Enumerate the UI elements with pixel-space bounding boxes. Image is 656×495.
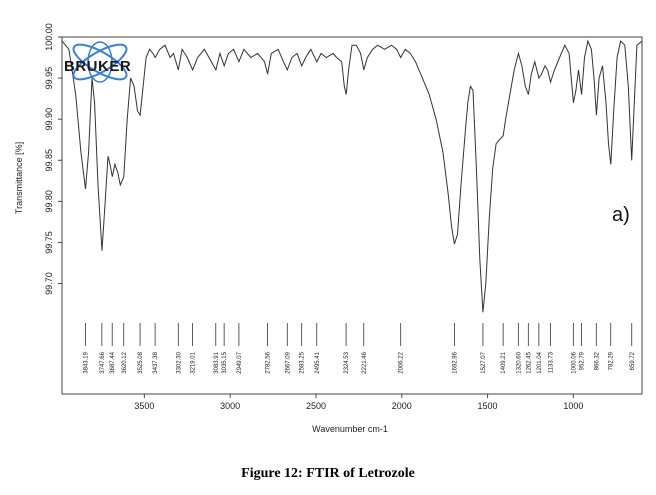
- peak-label: 2782.56: [265, 351, 271, 373]
- peak-labels: 3843.19 3747.66 3687.44 3620.12 3525.08 3437.…: [83, 323, 636, 374]
- peak-label: 3620.12: [122, 351, 128, 373]
- x-tick-label: 1000: [563, 401, 583, 411]
- y-tick-label: 99.95: [44, 67, 54, 90]
- y-tick-label: 100.00: [44, 23, 54, 51]
- peak-label: 2667.09: [285, 351, 291, 373]
- x-tick-label: 2500: [306, 401, 326, 411]
- ftir-chart: 99.70 99.75 99.80 99.85 99.90 99.95 100.00 350…: [14, 23, 643, 434]
- peak-label: 782.29: [609, 351, 615, 370]
- peak-label: 1320.60: [516, 351, 522, 373]
- peak-label: 1262.45: [526, 351, 532, 373]
- y-axis-title: Transmittance [%]: [14, 142, 24, 214]
- spectrum-line: [61, 39, 643, 313]
- x-tick-label: 2000: [392, 401, 412, 411]
- peak-label: 3219.01: [191, 351, 197, 373]
- bruker-logo-text: BRUKER: [64, 58, 131, 75]
- peak-label: 1000.06: [571, 351, 577, 373]
- x-tick-label: 3500: [134, 401, 154, 411]
- bruker-logo: BRUKER: [64, 41, 131, 83]
- y-tick-label: 99.90: [44, 108, 54, 131]
- peak-label: 2006.22: [399, 351, 405, 373]
- y-axis-ticks: 99.70 99.75 99.80 99.85 99.90 99.95 100.00: [44, 23, 62, 295]
- peak-label: 3525.08: [138, 351, 144, 373]
- peak-label: 3747.66: [100, 351, 106, 373]
- peak-label: 3035.15: [222, 351, 228, 373]
- x-tick-label: 1500: [478, 401, 498, 411]
- y-tick-label: 99.85: [44, 149, 54, 172]
- peak-label: 3437.38: [153, 351, 159, 373]
- peak-label: 2221.46: [362, 351, 368, 373]
- peak-label: 1692.96: [452, 351, 458, 373]
- x-tick-label: 3000: [220, 401, 240, 411]
- peak-label: 3687.44: [110, 351, 116, 373]
- peak-label: 1527.07: [481, 351, 487, 373]
- peak-label: 866.32: [594, 351, 600, 370]
- peak-label: 1133.73: [548, 351, 554, 373]
- peak-label: 2495.41: [315, 351, 321, 373]
- peak-label: 2949.07: [237, 351, 243, 373]
- peak-label: 2583.25: [300, 351, 306, 373]
- x-axis-ticks: 3500 3000 2500 2000 1500 1000: [134, 394, 583, 411]
- peak-label: 952.79: [579, 351, 585, 370]
- peak-label: 3843.19: [83, 351, 89, 373]
- y-tick-label: 99.75: [44, 231, 54, 254]
- peak-label: 3302.30: [176, 351, 182, 373]
- peak-label: 1201.04: [537, 351, 543, 373]
- peak-label: 1409.21: [501, 351, 507, 373]
- panel-label: a): [612, 204, 630, 226]
- bruker-logo-orbit-icon: [72, 41, 128, 83]
- y-tick-label: 99.80: [44, 190, 54, 213]
- peak-label: 2324.53: [344, 351, 350, 373]
- plot-frame: [61, 36, 643, 395]
- x-axis-title: Wavenumber cm-1: [312, 424, 388, 434]
- peak-label: 659.72: [630, 351, 636, 370]
- y-tick-label: 99.70: [44, 272, 54, 295]
- figure-caption: Figure 12: FTIR of Letrozole: [241, 466, 415, 481]
- peak-label: 3083.91: [214, 351, 220, 373]
